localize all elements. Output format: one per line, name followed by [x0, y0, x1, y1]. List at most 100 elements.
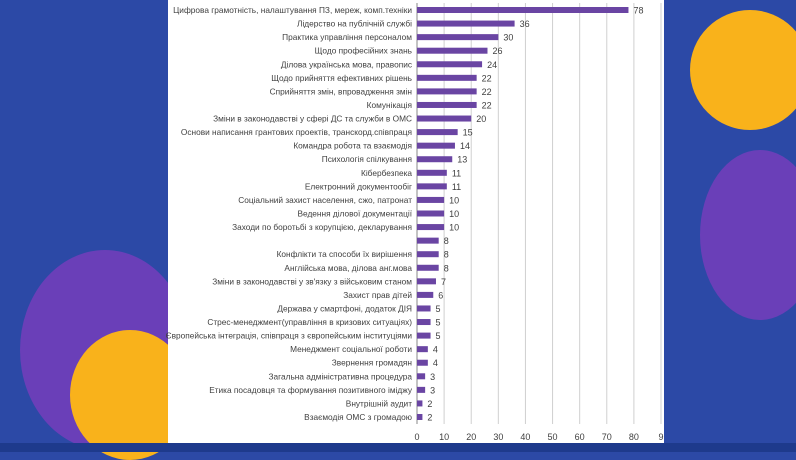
- data-label: 2: [427, 399, 432, 409]
- bar: [417, 414, 423, 420]
- bar: [417, 278, 436, 285]
- data-label: 20: [476, 114, 486, 124]
- category-label: Цифрова грамотність, налаштування ПЗ, ме…: [173, 5, 412, 15]
- category-label: Ведення ділової документації: [297, 209, 412, 219]
- data-label: 4: [433, 358, 438, 368]
- data-label: 10: [449, 195, 459, 205]
- bar: [417, 210, 445, 217]
- bar: [417, 20, 515, 27]
- data-label: 11: [452, 182, 461, 192]
- data-label: 10: [449, 223, 459, 233]
- category-label: Щодо професійних знань: [315, 46, 412, 56]
- bar: [417, 47, 488, 54]
- bar: [417, 196, 445, 203]
- x-tick-label: 10: [439, 432, 449, 442]
- category-label: Конфлікти та способи їх вирішення: [277, 249, 412, 259]
- bar: [417, 251, 439, 258]
- category-label: Етика посадовця та формування позитивног…: [209, 385, 413, 395]
- x-tick-label: 9: [658, 432, 663, 442]
- bar: [417, 237, 439, 244]
- bar: [417, 224, 445, 231]
- data-label: 10: [449, 209, 459, 219]
- data-label: 30: [503, 33, 513, 43]
- data-label: 78: [633, 6, 643, 16]
- data-label: 3: [430, 385, 435, 395]
- bar: [417, 7, 629, 13]
- data-label: 36: [520, 19, 530, 29]
- data-label: 8: [444, 263, 449, 273]
- category-label: Ділова українська мова, правопис: [281, 59, 412, 69]
- data-label: 7: [441, 277, 446, 287]
- data-label: 4: [433, 345, 438, 355]
- bar: [417, 115, 472, 122]
- category-label: Внутрішній аудит: [346, 398, 412, 408]
- category-label: Психологія спілкування: [322, 154, 412, 164]
- bar: [417, 373, 426, 380]
- category-label: Практика управління персоналом: [282, 32, 412, 42]
- category-label: Сприйняття змін, впровадження змін: [270, 86, 412, 96]
- x-tick-label: 80: [629, 432, 639, 442]
- data-label: 5: [436, 304, 441, 314]
- category-label: Взаємодія ОМС з громадою: [304, 412, 412, 422]
- bar: [417, 305, 431, 312]
- x-tick-label: 40: [520, 432, 530, 442]
- x-tick-label: 70: [602, 432, 612, 442]
- data-label: 5: [436, 331, 441, 341]
- bar: [417, 88, 477, 95]
- bar: [417, 291, 434, 298]
- x-tick-label: 0: [414, 432, 419, 442]
- data-label: 24: [487, 60, 497, 70]
- data-label: 8: [444, 250, 449, 260]
- bottom-bar: [0, 443, 796, 452]
- bar: [417, 359, 428, 366]
- bar: [417, 129, 458, 136]
- category-label: Основи написання грантових проектів, тра…: [181, 127, 412, 137]
- bar: [417, 264, 439, 271]
- category-label: Англійська мова, ділова анг.мова: [284, 263, 412, 273]
- data-label: 22: [482, 87, 492, 97]
- category-label: Загальна адміністративна процедура: [269, 371, 413, 381]
- data-label: 13: [457, 155, 467, 165]
- data-label: 5: [436, 318, 441, 328]
- data-label: 15: [463, 128, 473, 138]
- bar: [417, 400, 423, 407]
- bar: [417, 183, 447, 190]
- category-label: Держава у смартфоні, додаток ДІЯ: [277, 303, 412, 313]
- data-label: 22: [482, 100, 492, 110]
- bar: [417, 61, 483, 68]
- category-label: Заходи по боротьбі з корупцією, декларув…: [232, 222, 412, 232]
- x-tick-label: 50: [548, 432, 558, 442]
- category-label: Зміни в законодавстві у зв'язку з військ…: [212, 276, 412, 286]
- category-label: Європейська інтеграція, співпраця з євро…: [166, 331, 413, 341]
- category-label: Щодо прийняття ефективних рішень: [271, 73, 412, 83]
- category-label: Електронний документообіг: [305, 181, 412, 191]
- category-label: Менеджмент соціальної роботи: [290, 344, 412, 354]
- x-tick-label: 60: [575, 432, 585, 442]
- decorative-blob-orange-right: [690, 10, 796, 130]
- x-tick-label: 20: [466, 432, 476, 442]
- data-label: 14: [460, 141, 470, 151]
- bar: [417, 346, 428, 353]
- chart-panel: [168, 0, 664, 443]
- x-tick-label: 30: [493, 432, 503, 442]
- data-label: 22: [482, 73, 492, 83]
- data-label: 6: [438, 290, 443, 300]
- data-label: 8: [444, 236, 449, 246]
- category-label: Соціальний захист населення, сжо, патрон…: [238, 195, 412, 205]
- bar: [417, 332, 431, 339]
- bar: [417, 169, 447, 176]
- category-label: Зміни в законодавстві у сфері ДС та служ…: [213, 114, 412, 124]
- data-label: 26: [492, 46, 502, 56]
- category-label: Командра робота та взаємодія: [293, 141, 412, 151]
- category-label: Комунікація: [367, 100, 412, 110]
- category-label: Лідерство на публічній службі: [297, 19, 412, 29]
- data-label: 2: [427, 413, 432, 423]
- bar: [417, 386, 426, 393]
- bar: [417, 34, 499, 41]
- bar: [417, 101, 477, 108]
- decorative-blob-purple-right: [700, 150, 796, 320]
- category-label: Кібербезпека: [361, 168, 412, 178]
- data-label: 3: [430, 372, 435, 382]
- category-label: Стрес-менеджмент(управління в кризових с…: [207, 317, 412, 327]
